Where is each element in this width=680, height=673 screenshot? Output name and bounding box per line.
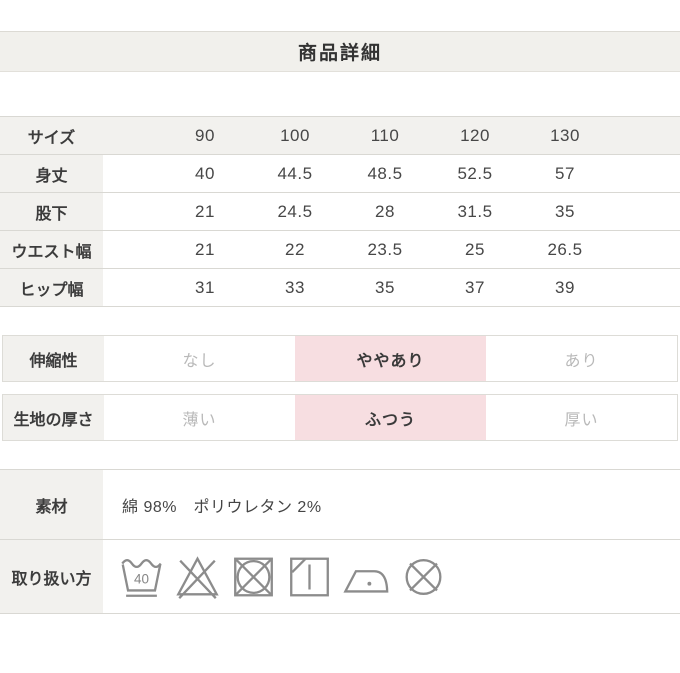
option-slight: ややあり (295, 336, 486, 381)
row-label: サイズ (0, 117, 103, 154)
size-col-header: 90 (195, 125, 215, 145)
row-label: 取り扱い方 (0, 540, 103, 613)
row-label: 伸縮性 (3, 336, 104, 381)
option-yes: あり (564, 352, 599, 370)
measurement-cell: 44.5 (277, 163, 313, 183)
table-row: 股下 21 24.5 28 31.5 35 (0, 193, 680, 231)
row-label: 股下 (0, 193, 103, 230)
measurement-cell: 37 (465, 277, 485, 297)
svg-text:40: 40 (134, 571, 149, 586)
size-col-header: 110 (370, 125, 400, 145)
measurement-cell: 25 (465, 239, 485, 259)
info-section: 素材 綿 98% ポリウレタン 2% 取り扱い方 40 (0, 469, 680, 614)
row-label: 素材 (0, 470, 103, 539)
measurement-cell: 57 (555, 163, 575, 183)
size-table: サイズ 90 100 110 120 130 身丈 40 44.5 48.5 5… (0, 116, 680, 307)
measurement-cell: 31.5 (457, 201, 493, 221)
measurement-cell: 21 (195, 239, 215, 259)
measurement-cell: 39 (555, 277, 575, 297)
table-row: ウエスト幅 21 22 23.5 25 26.5 (0, 231, 680, 269)
page-title: 商品詳細 (297, 43, 382, 64)
option-normal: ふつう (295, 395, 486, 440)
stretch-row: 伸縮性 なし ややあり あり (2, 335, 678, 382)
do-not-bleach-icon (176, 555, 219, 599)
measurement-cell: 48.5 (367, 163, 403, 183)
size-col-header: 120 (460, 125, 490, 145)
measurement-cell: 28 (375, 201, 395, 221)
row-label: 身丈 (0, 155, 103, 192)
do-not-tumble-dry-icon (234, 557, 273, 596)
measurement-cell: 35 (375, 277, 395, 297)
measurement-cell: 23.5 (367, 239, 403, 259)
iron-low-heat-icon (343, 569, 389, 593)
row-label: ヒップ幅 (0, 269, 103, 306)
measurement-cell: 26.5 (547, 239, 583, 259)
do-not-dry-clean-icon (405, 558, 442, 595)
measurement-cell: 31 (195, 277, 215, 297)
material-row: 素材 綿 98% ポリウレタン 2% (0, 470, 680, 540)
measurement-cell: 22 (285, 239, 305, 259)
size-header-row: サイズ 90 100 110 120 130 (0, 117, 680, 155)
option-none: なし (182, 352, 217, 370)
size-col-header: 100 (280, 125, 310, 145)
thickness-row: 生地の厚さ 薄い ふつう 厚い (2, 394, 678, 441)
measurement-cell: 33 (285, 277, 305, 297)
drip-dry-in-shade-icon (290, 557, 329, 596)
measurement-cell: 21 (195, 201, 215, 221)
section-header: 商品詳細 (0, 31, 680, 72)
material-value: 綿 98% ポリウレタン 2% (122, 498, 322, 516)
option-thin: 薄い (182, 411, 217, 429)
care-symbols: 40 (103, 540, 680, 613)
measurement-cell: 35 (555, 201, 575, 221)
option-thick: 厚い (564, 411, 599, 429)
size-col-header: 130 (550, 125, 580, 145)
wash-40-gentle-icon: 40 (121, 558, 162, 597)
table-row: ヒップ幅 31 33 35 37 39 (0, 269, 680, 307)
measurement-cell: 40 (195, 163, 215, 183)
product-detail-panel: 商品詳細 サイズ 90 100 110 120 130 身丈 40 44.5 4… (0, 31, 680, 673)
measurement-cell: 52.5 (457, 163, 493, 183)
measurement-cell: 24.5 (277, 201, 313, 221)
row-label: 生地の厚さ (3, 395, 104, 440)
care-row: 取り扱い方 40 (0, 540, 680, 614)
table-row: 身丈 40 44.5 48.5 52.5 57 (0, 155, 680, 193)
row-label: ウエスト幅 (0, 231, 103, 268)
